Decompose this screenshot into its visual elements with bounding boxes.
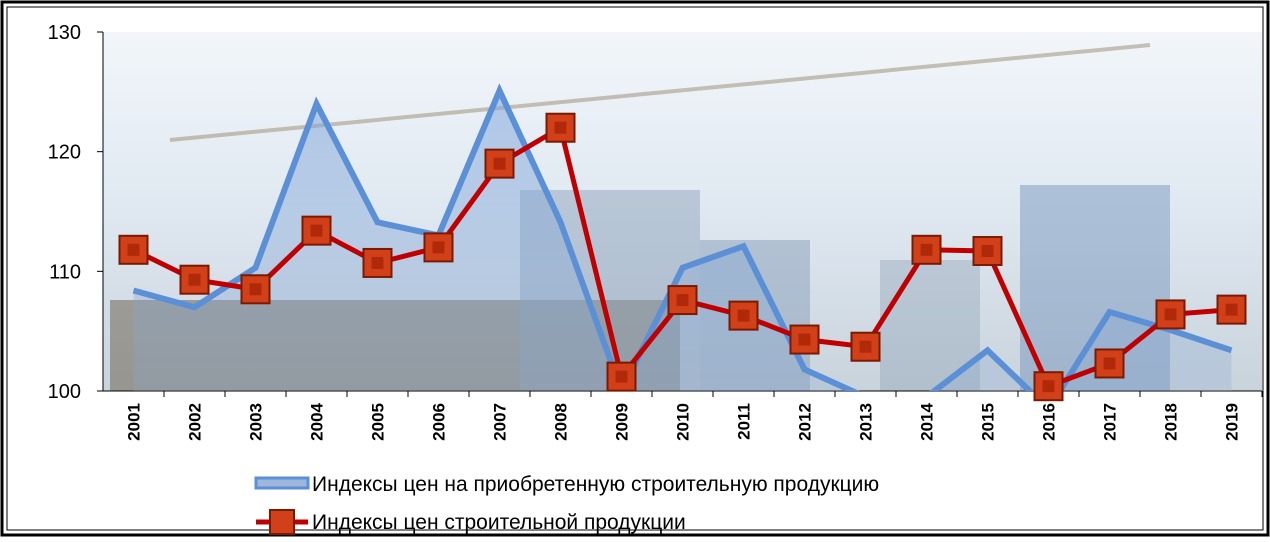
- x-tick-label: 2019: [1223, 403, 1242, 441]
- x-tick-label: 2013: [857, 403, 876, 441]
- point-marker-inner: [1042, 380, 1055, 393]
- area-line: [132, 83, 1233, 391]
- x-tick-label: 2002: [186, 403, 205, 441]
- legend-marker: [269, 509, 295, 535]
- point-marker-inner: [554, 121, 567, 134]
- x-tick-label: 2017: [1101, 403, 1120, 441]
- y-tick-label: 120: [48, 142, 81, 164]
- point-marker: [545, 112, 576, 143]
- point-marker-inner: [737, 309, 750, 322]
- point-marker-inner: [676, 294, 689, 307]
- inner-frame: [6, 6, 1264, 531]
- point-marker-inner: [371, 256, 384, 269]
- x-tick-label: 2008: [552, 403, 571, 441]
- x-tick-label: 2015: [979, 403, 998, 441]
- point-marker-inner: [615, 370, 628, 383]
- point-marker-inner: [981, 244, 994, 257]
- x-tick-label: 2007: [491, 403, 510, 441]
- point-marker-inner: [1225, 303, 1238, 316]
- point-marker-inner: [249, 283, 262, 296]
- x-tick-label: 2003: [247, 403, 266, 441]
- point-marker-inner: [1103, 357, 1116, 370]
- point-marker-inner: [1164, 308, 1177, 321]
- legend-label: Индексы цен строительной продукции: [312, 511, 686, 534]
- point-marker-inner: [859, 340, 872, 353]
- y-tick-label: 110: [49, 261, 81, 283]
- x-tick-label: 2010: [674, 403, 693, 441]
- y-tick-label: 100: [48, 381, 81, 403]
- point-marker-inner: [310, 224, 323, 237]
- x-tick-label: 2001: [125, 403, 144, 441]
- x-tick-label: 2009: [613, 403, 632, 441]
- point-marker-inner: [188, 273, 201, 286]
- y-tick-label: 130: [48, 22, 81, 44]
- x-tick-label: 2004: [308, 402, 327, 440]
- legend-swatch: [254, 476, 310, 490]
- area-fill: [133, 90, 1232, 391]
- x-tick-label: 2012: [796, 403, 815, 441]
- legend-label: Индексы цен на приобретенную строительну…: [312, 473, 879, 496]
- x-tick-label: 2005: [369, 403, 388, 441]
- point-marker-inner: [493, 157, 506, 170]
- point-marker-inner: [127, 243, 140, 256]
- x-tick-label: 2018: [1162, 403, 1181, 441]
- x-tick-label: 2011: [735, 403, 754, 440]
- x-tick-label: 2006: [430, 403, 449, 441]
- point-marker-inner: [432, 241, 445, 254]
- x-tick-label: 2014: [918, 402, 937, 440]
- point-marker-inner: [798, 333, 811, 346]
- x-tick-label: 2016: [1040, 403, 1059, 441]
- point-marker-inner: [920, 243, 933, 256]
- point-marker: [118, 234, 149, 265]
- point-marker: [362, 247, 393, 278]
